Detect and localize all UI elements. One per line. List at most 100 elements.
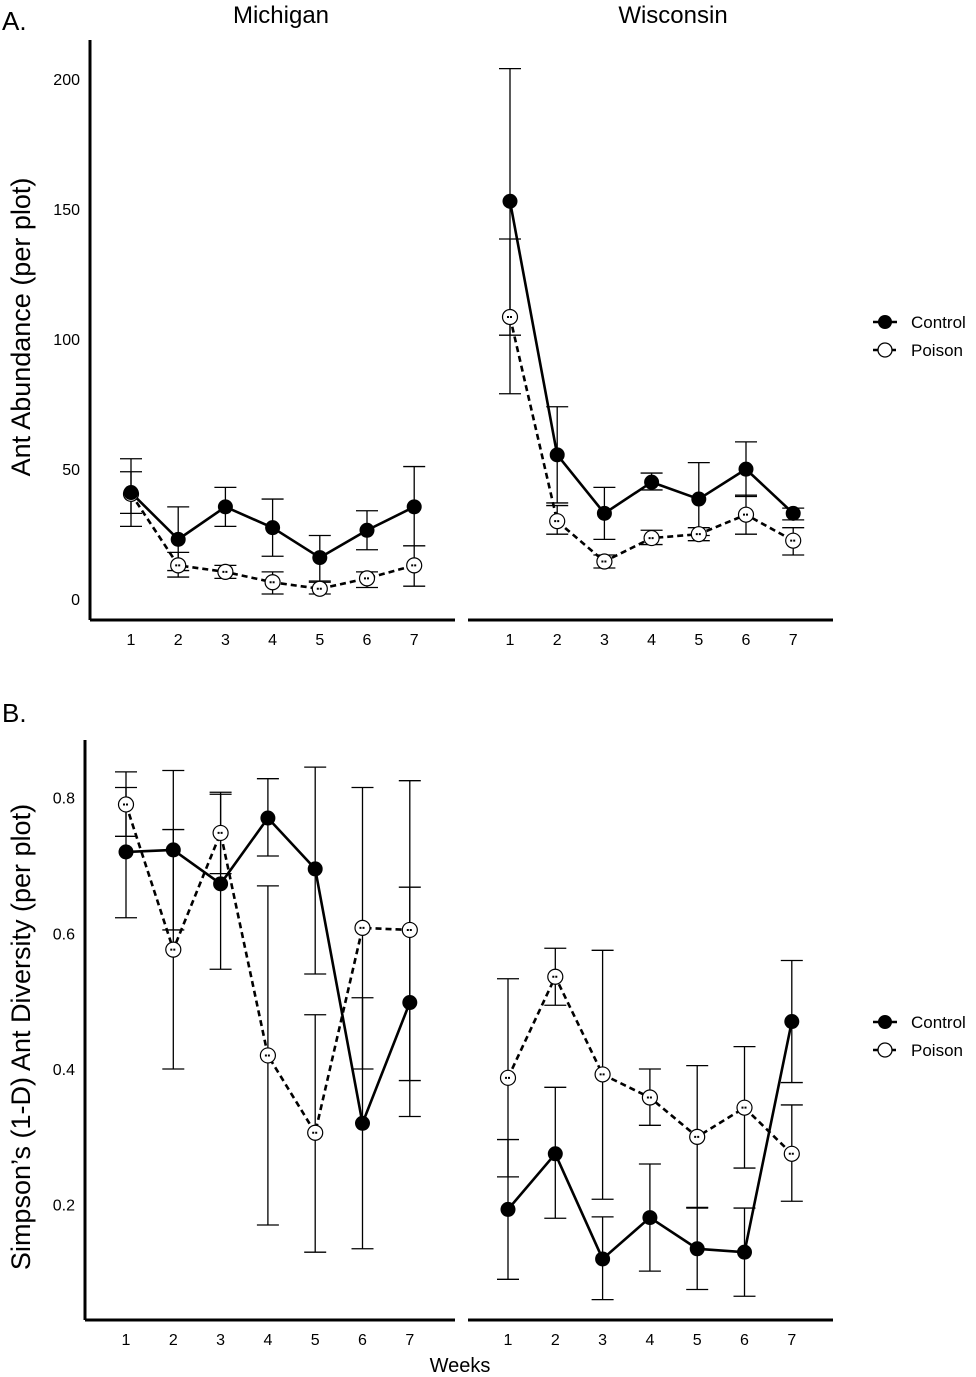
panel-a-facet-2-poison-point: [690, 526, 707, 543]
panel-a-facet-1-poison-point: [406, 557, 423, 574]
panel-a-y-tick-label: 150: [53, 202, 80, 219]
panel-a-facet-2-poison-point: [596, 553, 613, 570]
panel-a-label: A.: [2, 6, 27, 36]
legend-b-poison-label: Poison: [911, 1041, 963, 1060]
panel-b-facet-1-control-point: [165, 842, 181, 858]
panel-a-facet-2-control-point: [549, 447, 565, 463]
panel-a-facet-2-x-tick-label: 3: [600, 632, 609, 649]
legend-b-control-marker: [878, 1015, 892, 1029]
panel-b-facet-2-control-point: [784, 1014, 800, 1030]
panel-b-facet-1-control-point: [118, 844, 134, 860]
panel-a-facet-2-control-point: [502, 193, 518, 209]
panel-b-y-tick-label: 0.2: [53, 1198, 75, 1215]
panel-a-facet-2-control-point: [644, 474, 660, 490]
panel-b-facet-2-control-point: [595, 1251, 611, 1267]
panel-b-facet-2-x-tick-label: 7: [787, 1332, 796, 1349]
legend-a-control-label: Control: [911, 313, 966, 332]
panel-b-facet-2-x-tick-label: 1: [504, 1332, 513, 1349]
panel-a-y-tick-label: 50: [62, 462, 80, 479]
panel-b-facet-2-poison-point: [547, 968, 564, 985]
panel-a-facet-2-x-tick-label: 2: [553, 632, 562, 649]
panel-b-facet-1-poison-point: [307, 1124, 324, 1141]
panel-b-facet-2-x-tick-label: 6: [740, 1332, 749, 1349]
panel-a-facet-2-poison-point: [737, 506, 755, 523]
panel-a-y-tick-label: 0: [71, 592, 80, 609]
panel-b-facet-1-x-tick-label: 2: [169, 1332, 178, 1349]
panel-b-facet-2-poison-point: [594, 1066, 611, 1083]
panel-b-facet-2-x-tick-label: 2: [551, 1332, 560, 1349]
panel-a-y-tick-label: 200: [53, 72, 80, 89]
panel-b-facet-1-poison-point: [354, 919, 371, 937]
panel-b-facet-2-control-point: [689, 1241, 705, 1257]
panel-a-facet-2-poison-point: [501, 308, 519, 326]
chart-marks: 0 50 100 150 200 1 2 3 4 5 6 7 1 2 3 4 5 6 7 0.2 0.4 0.6 0.8 1 2…: [53, 40, 833, 1349]
panel-b-y-tick-label: 0.6: [53, 926, 75, 943]
panel-b-y-tick-label: 0.4: [53, 1062, 75, 1079]
panel-b-facet-1-control-error-bar: [351, 786, 374, 1250]
panel-b-facet-1-x-tick-label: 3: [216, 1332, 225, 1349]
legend-a-poison-marker: [877, 342, 893, 358]
panel-a-facet-1-x-tick-label: 7: [410, 632, 419, 649]
legend-b: Control Poison: [873, 1013, 966, 1060]
panel-a-facet-2-poison-point: [549, 513, 566, 530]
panel-b-facet-1-x-tick-label: 7: [405, 1332, 414, 1349]
panel-a-facet-2-control-point: [596, 505, 612, 521]
panel-a-facet-1-poison-point: [170, 557, 187, 574]
panel-a-facet-1-x-tick-label: 2: [174, 632, 183, 649]
panel-b-facet-1-x-tick-label: 5: [311, 1332, 320, 1349]
panel-b-facet-1-control-point: [213, 876, 229, 892]
panel-a-facet-2-x-tick-label: 6: [742, 632, 751, 649]
panel-b-facet-1-x-tick-label: 4: [263, 1332, 272, 1349]
panel-a-facet-1-control-point: [123, 485, 139, 501]
panel-a-facet-1-control-point: [217, 499, 233, 515]
panel-b-facet-1-poison-point: [259, 1047, 276, 1064]
panel-a-facet-1-control-point: [265, 520, 281, 536]
panel-b-facet-2-x-tick-label: 4: [645, 1332, 654, 1349]
panel-a-facet-2-x-tick-label: 5: [694, 632, 703, 649]
panel-b-facet-2-control-point: [547, 1146, 563, 1162]
panel-b-facet-1-poison-point: [165, 941, 182, 958]
panel-b-facet-1-x-tick-label: 1: [122, 1332, 131, 1349]
panel-a-facet-1-x-tick-label: 5: [315, 632, 324, 649]
panel-a-facet-1-control-point: [312, 550, 328, 566]
panel-a-facet-2-control-point: [738, 461, 754, 477]
legend-a-control-marker: [878, 315, 892, 329]
panel-b-facet-2-poison-point: [689, 1128, 706, 1145]
panel-a-facet-2-control-point: [691, 491, 707, 507]
panel-a-facet-1-poison-point: [311, 580, 328, 597]
panel-b-facet-1-poison-point: [117, 796, 135, 813]
facet-title-wisconsin: Wisconsin: [618, 2, 727, 29]
panel-a-y-axis-label: Ant Abundance (per plot): [6, 178, 36, 477]
panel-a-facet-1-control-point: [406, 499, 422, 515]
panel-a-facet-1-x-tick-label: 4: [268, 632, 277, 649]
panel-a-facet-2-x-tick-label: 1: [506, 632, 515, 649]
panel-b-facet-2-poison-point: [783, 1145, 800, 1162]
panel-b-facet-2-control-point: [737, 1244, 752, 1260]
facet-title-michigan: Michigan: [233, 2, 329, 29]
panel-b-y-tick-label: 0.8: [53, 791, 75, 808]
legend-a: Control Poison: [873, 313, 966, 360]
panel-b-x-axis-label: Weeks: [430, 1355, 491, 1377]
panel-a-facet-1-x-tick-label: 3: [221, 632, 230, 649]
panel-a-y-tick-label: 100: [53, 332, 80, 349]
panel-a-facet-2-poison-point: [643, 529, 660, 547]
panel-b-facet-2-x-tick-label: 3: [598, 1332, 607, 1349]
panel-a-facet-2-x-tick-label: 7: [789, 632, 798, 649]
panel-b-facet-2-poison-point: [641, 1089, 659, 1106]
panel-b-facet-1-control-point: [307, 861, 323, 877]
panel-b-facet-2-control-point: [642, 1210, 658, 1226]
panel-b-facet-2-control-point: [500, 1201, 516, 1217]
panel-a-facet-1-poison-point: [264, 574, 281, 591]
panel-b-label: B.: [2, 698, 27, 728]
panel-b-facet-1-control-point: [402, 995, 418, 1011]
panel-b-facet-2-poison-point: [736, 1099, 753, 1116]
panel-b-facet-2-x-tick-label: 5: [693, 1332, 702, 1349]
legend-a-poison-label: Poison: [911, 341, 963, 360]
panel-a-facet-1-control-point: [359, 522, 375, 538]
legend-b-control-label: Control: [911, 1013, 966, 1032]
panel-a-facet-1-x-tick-label: 1: [127, 632, 136, 649]
panel-a-facet-2-poison-point: [785, 532, 802, 549]
panel-a-facet-2-control-point: [785, 505, 801, 521]
panel-b-facet-1-control-point: [260, 810, 276, 826]
